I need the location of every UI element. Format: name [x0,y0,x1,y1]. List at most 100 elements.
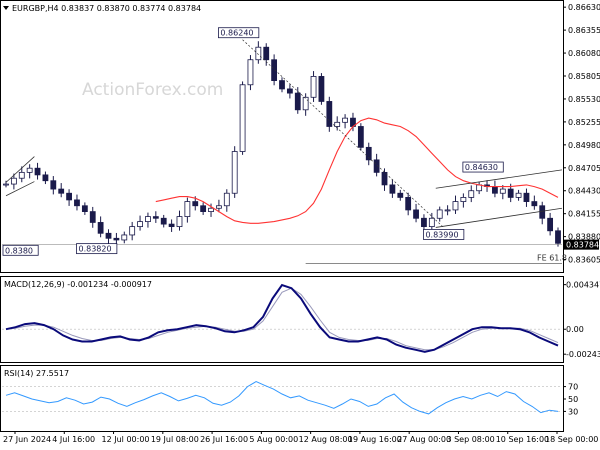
date-tick-label: 19 Jul 08:00 [151,435,199,444]
candle-body [81,205,88,212]
candle-body [105,232,112,239]
candle-body [286,88,293,94]
main-panel[interactable] [0,0,564,273]
candle-body [460,197,467,202]
candle-body [373,159,380,173]
candle-body [74,199,80,207]
price-tick-label: 0.83880 [568,233,600,242]
chart-title: EURGBP,H4 0.83837 0.83870 0.83774 0.8378… [12,4,201,13]
price-annotation-box [462,161,504,173]
candle-body [231,151,238,194]
candle-body [239,84,246,152]
candle-body [444,209,451,212]
candle-body [405,197,412,211]
price-tick-label: 0.85255 [568,118,600,127]
candle-body [302,96,309,111]
price-tick-label: 0.84705 [568,164,600,173]
candle-body [539,205,546,219]
projection-line [242,39,444,228]
price-annotation-box [76,243,118,255]
candle-body [452,201,459,211]
price-tick-label: 0.84980 [568,141,600,150]
price-annotation-label: 0.84630 [465,163,498,172]
candle-body [18,171,25,179]
candle-body [318,76,325,102]
price-plot: 0.8380 0.83820 0.86240 0.83990 0.84630 FE 61.… [2,27,567,264]
macd-tick-label: -0.002434 [566,350,600,359]
date-tick-label: 27 Jun 2024 [3,435,51,444]
candle-body [381,171,388,186]
candle-body [184,201,191,218]
candle-body [271,59,278,81]
candle-body [468,190,475,198]
candle-body [247,59,254,86]
channel-line [435,169,563,189]
rsi-panel[interactable] [0,365,564,432]
date-tick-label: 27 Aug 00:00 [397,435,451,444]
candle-body [26,167,33,173]
candle-body [137,221,143,228]
date-tick-label: 26 Jul 16:00 [200,435,248,444]
candle-body [145,216,151,223]
macd-tick-label: 0.004347 [566,281,600,290]
candle-body [310,76,317,98]
candle-body [176,216,183,228]
last-price-label: 0.83784 [566,241,599,250]
candle-body [208,207,214,212]
candle-body [3,183,9,186]
candle-body [58,188,65,194]
price-tick-label: 0.85530 [568,95,600,104]
price-annotation-label: 0.86240 [220,29,253,38]
candle-body [413,209,419,219]
macd-panel[interactable] [0,276,564,363]
candle-body [255,46,262,61]
price-annotation-box [423,229,465,240]
date-tick-label: 4 Jul 16:00 [52,435,95,444]
price-tick-label: 0.86080 [568,49,600,58]
candle-body [357,126,364,148]
price-tick-label: 0.84430 [568,187,600,196]
rsi-tick-label: 30 [568,407,578,416]
date-tick-label: 18 Sep 00:00 [545,435,598,444]
channel-line [5,181,35,197]
candle-body [342,117,348,123]
candle-body [326,101,333,127]
date-tick-label: 3 Sep 08:00 [446,435,494,444]
rsi-tick-label: 50 [568,395,578,404]
candle-body [42,174,49,182]
price-tick-label: 0.83605 [568,256,600,265]
candle-body [160,217,167,225]
date-tick-label: 19 Aug 16:00 [348,435,402,444]
price-annotation-label: 0.8380 [5,246,33,255]
price-annotation-box [2,244,39,256]
candle-body [334,121,341,127]
fe-label: FE 61.8 [537,253,567,262]
date-tick-label: 10 Sep 16:00 [496,435,549,444]
price-annotation-label: 0.83990 [425,230,458,239]
candle-body [168,223,175,228]
candle-body [365,146,372,161]
price-tick-label: 0.85805 [568,72,600,81]
candle-body [192,201,199,207]
channel-line [5,156,35,183]
candle-body [515,192,522,198]
date-tick-label: 12 Jul 00:00 [102,435,150,444]
rsi-line [5,381,559,415]
candle-body [129,226,136,236]
date-tick-label: 12 Aug 08:00 [299,435,353,444]
candle-body [50,180,57,190]
axes: 0.86630 0.86355 0.86080 0.85805 0.85530 0.852… [3,3,600,444]
rsi-title: RSI(14) 27.5517 [4,369,69,378]
candle-body [499,188,506,194]
candle-body [547,217,554,232]
symbol-dropdown-icon[interactable] [3,6,9,10]
price-tick-label: 0.86630 [568,3,600,12]
candle-body [263,46,270,61]
candle-body [397,192,404,198]
macd-tick-label: 0.00 [566,325,584,334]
moving-average-line [155,117,559,224]
macd-plot [2,283,562,353]
candle-body [89,211,96,223]
candle-body [113,237,120,241]
